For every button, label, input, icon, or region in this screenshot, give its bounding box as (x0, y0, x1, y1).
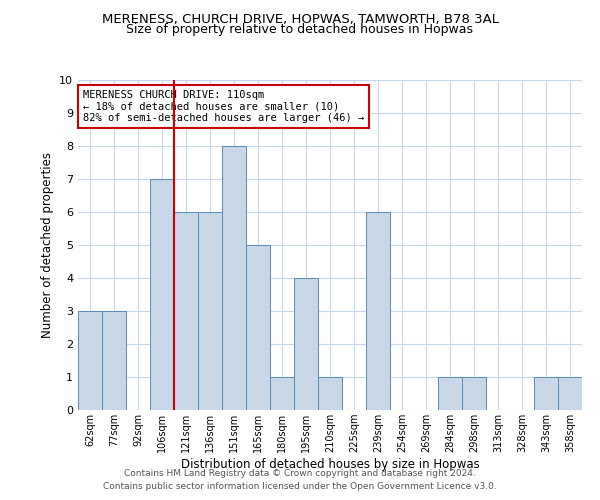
Bar (198, 212, 222, 410)
Bar (294, 278, 318, 410)
Text: MERENESS, CHURCH DRIVE, HOPWAS, TAMWORTH, B78 3AL: MERENESS, CHURCH DRIVE, HOPWAS, TAMWORTH… (101, 12, 499, 26)
Bar (366, 212, 390, 410)
Y-axis label: Number of detached properties: Number of detached properties (41, 152, 53, 338)
Text: MERENESS CHURCH DRIVE: 110sqm
← 18% of detached houses are smaller (10)
82% of s: MERENESS CHURCH DRIVE: 110sqm ← 18% of d… (83, 90, 364, 123)
Bar (222, 146, 246, 410)
Bar (174, 212, 198, 410)
Text: Contains public sector information licensed under the Open Government Licence v3: Contains public sector information licen… (103, 482, 497, 491)
Bar (78, 311, 102, 410)
Text: Contains HM Land Registry data © Crown copyright and database right 2024.: Contains HM Land Registry data © Crown c… (124, 468, 476, 477)
Bar (102, 311, 126, 410)
Bar (246, 245, 270, 410)
X-axis label: Distribution of detached houses by size in Hopwas: Distribution of detached houses by size … (181, 458, 479, 471)
Text: Size of property relative to detached houses in Hopwas: Size of property relative to detached ho… (127, 22, 473, 36)
Bar (462, 377, 486, 410)
Bar (270, 377, 294, 410)
Bar (438, 377, 462, 410)
Bar (150, 179, 174, 410)
Bar (318, 377, 342, 410)
Bar (558, 377, 582, 410)
Bar (534, 377, 558, 410)
